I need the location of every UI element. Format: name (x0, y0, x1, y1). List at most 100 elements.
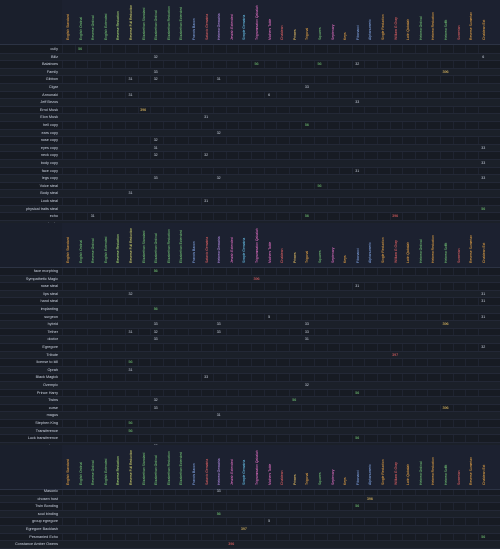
column-header[interactable]: Sumerian (455, 2, 463, 40)
value-cell[interactable]: 33 (355, 100, 360, 105)
value-cell[interactable]: 33 (153, 337, 158, 342)
value-cell[interactable]: 56 (355, 436, 360, 441)
column-header[interactable]: Sumerian (455, 225, 463, 263)
column-header[interactable]: Elizabethan Extended (177, 225, 185, 263)
table-row[interactable]: group egregore 5 (0, 518, 500, 526)
value-cell[interactable]: 31 (481, 314, 486, 319)
table-row[interactable]: Cigar 33 (0, 84, 500, 92)
column-header[interactable]: Mathers Table (266, 2, 274, 40)
column-header[interactable]: Satanic Gematria (203, 2, 211, 40)
column-header[interactable]: Chaldean (278, 225, 286, 263)
value-cell[interactable]: 32 (204, 153, 209, 158)
value-cell[interactable]: 31 (128, 191, 133, 196)
value-cell[interactable]: 56 (355, 504, 360, 509)
table-row[interactable]: face copy 31 (0, 168, 500, 176)
value-cell[interactable]: 31 (355, 284, 360, 289)
value-cell[interactable]: 33 (216, 329, 221, 334)
column-header[interactable]: Hebrew Reduction (429, 225, 437, 263)
table-row[interactable]: Ozempic 32 (0, 382, 500, 390)
column-header[interactable]: Chaldean Ext (480, 447, 488, 485)
table-row[interactable]: eyes copy 31 33 (0, 144, 500, 153)
column-header[interactable]: Fibonacci (354, 225, 362, 263)
value-cell[interactable]: 31 (204, 199, 209, 203)
column-header[interactable]: Fibonacci (354, 447, 362, 485)
value-cell[interactable]: 33 (216, 322, 221, 327)
table-row[interactable]: surgeon 5 31 (0, 314, 500, 322)
value-cell[interactable]: 31 (128, 77, 133, 82)
table-row[interactable]: physical traits steal 56 (0, 205, 500, 214)
table-row[interactable]: Body steal 31 (0, 190, 500, 198)
column-header[interactable]: Elizabethan Reduction (165, 447, 173, 485)
table-row[interactable]: Prince Harry 56 (0, 390, 500, 398)
column-header[interactable]: Reverse Full Reduction (127, 225, 135, 263)
table-row[interactable]: chosen host 396 (0, 495, 500, 504)
value-cell[interactable]: 56 (304, 123, 309, 127)
value-cell[interactable]: 56 (317, 183, 322, 188)
table-row[interactable]: magus 31 (0, 412, 500, 420)
column-header[interactable]: Trigrammaton Qabalah (253, 447, 261, 485)
column-header[interactable]: Chaldean (278, 447, 286, 485)
value-cell[interactable]: 56 (292, 398, 297, 403)
table-row[interactable]: ears copy 32 (0, 129, 500, 138)
column-header[interactable]: Elizabethan Ordinal (152, 447, 160, 485)
column-header[interactable]: Primes (291, 2, 299, 40)
value-cell[interactable]: 56 (128, 428, 133, 433)
value-cell[interactable]: 32 (304, 383, 309, 387)
table-row[interactable]: Sympathetic Magic 396 (0, 275, 500, 284)
table-row[interactable]: hand steal 31 (0, 298, 500, 306)
column-header[interactable]: Mathers Table (266, 447, 274, 485)
value-cell[interactable]: 31 (90, 214, 95, 219)
column-header[interactable]: Septenary (329, 2, 337, 40)
column-header[interactable]: Hebrew Reduction (429, 447, 437, 485)
value-cell[interactable]: 31 (355, 168, 360, 173)
value-cell[interactable]: 33 (304, 329, 309, 334)
column-header[interactable]: English Standard (64, 2, 72, 40)
table-row[interactable]: nose steal 31 (0, 283, 500, 291)
column-header[interactable]: Latin Qabalah (404, 225, 412, 263)
column-header[interactable]: Francis Bacon (190, 2, 198, 40)
table-row[interactable]: soul binding 56 (0, 510, 500, 519)
column-header[interactable]: Satanic Gematria (203, 447, 211, 485)
value-cell[interactable]: 31 (216, 77, 221, 82)
table-row[interactable]: Elon Musk 31 (0, 114, 500, 122)
table-row[interactable]: implanting 56 (0, 306, 500, 314)
value-cell[interactable]: 56 (128, 360, 133, 365)
value-cell[interactable]: 32 (153, 138, 158, 143)
table-row[interactable]: hybrid 33 33 33 396 (0, 321, 500, 329)
value-cell[interactable]: 396 (366, 496, 373, 501)
column-header[interactable]: Reverse Sumerian (467, 2, 475, 40)
value-cell[interactable]: 396 (140, 107, 147, 112)
value-cell[interactable]: 396 (442, 405, 449, 410)
value-cell[interactable]: 56 (481, 534, 486, 539)
column-header[interactable]: Reverse Reduction (114, 225, 122, 263)
value-cell[interactable]: 56 (216, 511, 221, 516)
table-row[interactable]: hell copy 56 (0, 122, 500, 130)
column-header[interactable]: Reverse Sumerian (467, 225, 475, 263)
column-header[interactable]: English Ordinal (77, 447, 85, 485)
value-cell[interactable]: 56 (254, 62, 259, 67)
column-header[interactable]: Elizabethan Standard (140, 447, 148, 485)
column-header[interactable]: Latin Qabalah (404, 447, 412, 485)
table-row[interactable]: Tribute 397 (0, 351, 500, 360)
column-header[interactable]: Squares (316, 225, 324, 263)
column-header[interactable]: William G Gray (392, 447, 400, 485)
table-row[interactable]: lips steal 32 31 (0, 290, 500, 299)
table-row[interactable]: Look steal 31 (0, 198, 500, 206)
column-header[interactable]: Hebrew Gematria (215, 225, 223, 263)
column-header[interactable]: Reverse Ordinal (89, 447, 97, 486)
column-header[interactable]: Elizabethan Standard (140, 2, 148, 40)
table-row[interactable]: Egregore Backlash 397 (0, 526, 500, 534)
table-row[interactable]: Masonic 33 (0, 488, 500, 496)
table-row[interactable]: Pesmanied Echo 56 (0, 534, 500, 542)
column-header[interactable]: English Standard (64, 225, 72, 263)
column-header[interactable]: Elizabethan Extended (177, 447, 185, 485)
value-cell[interactable]: 33 (304, 322, 309, 327)
column-header[interactable]: Simple Gematria (240, 2, 248, 40)
value-cell[interactable]: 31 (481, 299, 486, 304)
value-cell[interactable]: 32 (153, 329, 158, 334)
column-header[interactable]: English Extended (102, 225, 110, 263)
column-header[interactable]: Latin Qabalah (404, 2, 412, 40)
column-header[interactable]: Keys (341, 225, 349, 263)
value-cell[interactable]: 32 (153, 398, 158, 403)
column-header[interactable]: Chaldean Ext (480, 2, 488, 40)
